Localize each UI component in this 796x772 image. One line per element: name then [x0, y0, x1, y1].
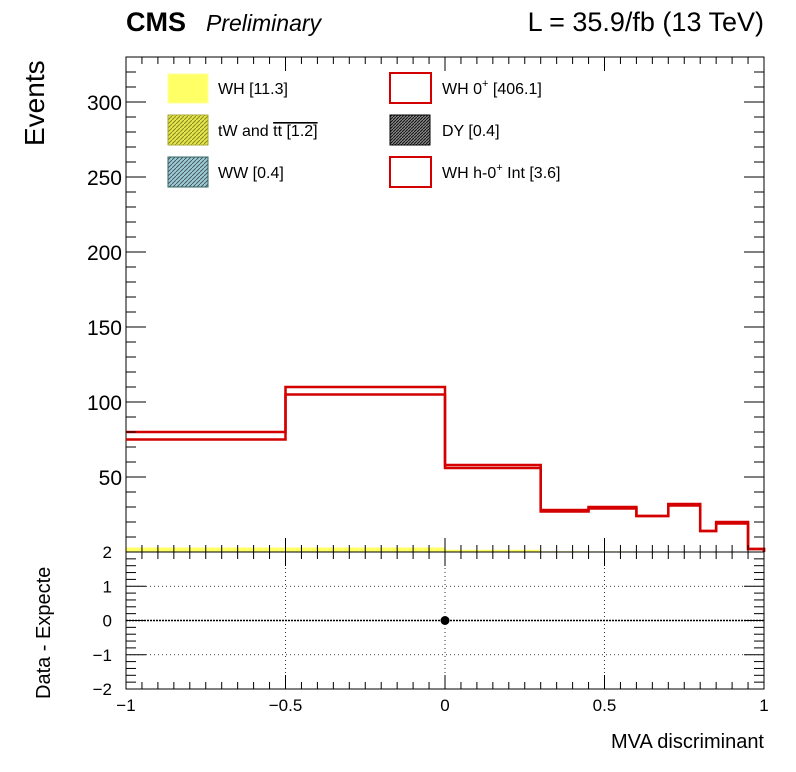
main-y-ticks: 50 100 150 200 250 300	[87, 56, 764, 538]
legend-label-wh-int-main: WH h-0	[442, 165, 496, 182]
legend-label-wh: WH [11.3]	[218, 81, 288, 98]
legend-label-wh-0plus: WH 0+ [406.1]	[442, 78, 542, 98]
legend-label-wh-int-sup: +	[496, 162, 502, 174]
legend-label-dy: DY [0.4]	[442, 123, 500, 140]
ratio-y-tick-label-2: 0	[103, 612, 112, 631]
legend-label-tt-over: tt [1.2]	[273, 123, 317, 140]
experiment-label: CMS	[126, 7, 186, 37]
signal-steps-group	[126, 385, 766, 552]
y-tick-label-250: 250	[87, 167, 122, 190]
y-tick-label-300: 300	[87, 92, 122, 115]
x-axis-title: MVA discriminant	[611, 731, 764, 753]
legend-label-wh-int-rest: Int [3.6]	[503, 165, 561, 182]
y-tick-label-100: 100	[87, 392, 122, 415]
ratio-y-axis-title: Data - Expecte	[33, 567, 55, 699]
legend-label-tw-main: tW and	[218, 123, 273, 140]
ratio-point-0	[440, 616, 450, 625]
ratio-y-tick-label-3: 1	[103, 577, 112, 596]
x-tick-label-4: 1	[759, 696, 768, 715]
y-tick-label-50: 50	[99, 467, 122, 490]
y-tick-label-150: 150	[87, 317, 122, 340]
ratio-y-tick-label-1: −1	[93, 646, 112, 665]
legend-swatch-ww	[167, 156, 209, 188]
main-x-ticks	[125, 57, 765, 552]
x-tick-label-2: 0	[440, 696, 449, 715]
legend-label-wh-0plus-main: WH 0	[442, 81, 482, 98]
legend-item-wh-0plus: WH 0+ [406.1]	[389, 72, 542, 104]
legend-swatch-wh-0plus	[389, 72, 432, 104]
legend-item-wh-int: WH h-0+ Int [3.6]	[389, 156, 560, 188]
legend-item-ww: WW [0.4]	[167, 156, 284, 188]
legend-item-tw-tt: tW and tt [1.2]	[167, 114, 318, 146]
legend-label-wh-int: WH h-0+ Int [3.6]	[442, 162, 560, 182]
main-plot: 50 100 150 200 250 300 Events	[19, 56, 766, 553]
x-tick-label-1: −0.5	[269, 696, 303, 715]
y-tick-label-200: 200	[87, 242, 122, 265]
ratio-x-ticks: −1 −0.5 0 0.5 1	[116, 552, 769, 715]
status-label: Preliminary	[206, 10, 323, 36]
legend: WH [11.3] WH 0+ [406.1] tW and tt [1.2] …	[167, 72, 560, 188]
legend-label-wh-0plus-rest: [406.1]	[488, 81, 541, 98]
ratio-y-tick-label-0: −2	[93, 680, 112, 699]
legend-label-wh-0plus-sup: +	[482, 78, 488, 90]
signal-step-line-1	[126, 393, 766, 552]
legend-item-wh: WH [11.3]	[167, 73, 288, 104]
y-axis-title: Events	[19, 60, 50, 146]
legend-label-tw-tt: tW and tt [1.2]	[218, 123, 318, 140]
ratio-y-tick-label-4: 2	[103, 543, 112, 562]
legend-swatch-wh	[167, 73, 209, 104]
x-tick-label-3: 0.5	[593, 696, 617, 715]
legend-swatch-wh-int	[389, 156, 432, 188]
legend-item-dy: DY [0.4]	[389, 114, 500, 146]
ratio-points	[440, 616, 450, 625]
legend-label-ww: WW [0.4]	[218, 165, 284, 182]
legend-swatch-dy	[389, 114, 431, 146]
legend-swatch-tw-tt	[167, 114, 209, 146]
x-tick-label-0: −1	[116, 696, 135, 715]
ratio-y-ticks: −2 −1 0 1 2	[93, 543, 764, 699]
lumi-label: L = 35.9/fb (13 TeV)	[528, 7, 764, 37]
